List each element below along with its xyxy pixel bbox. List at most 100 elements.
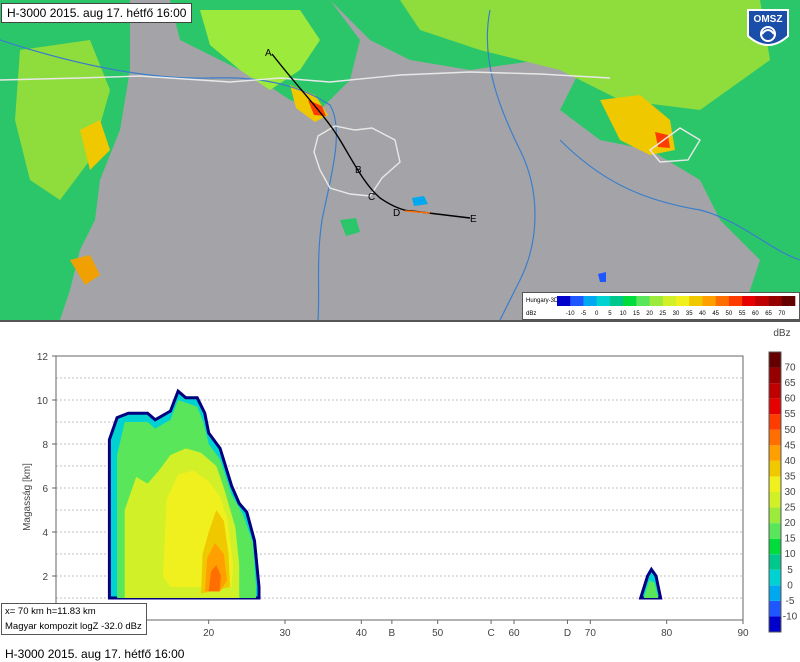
x-tick-label-5: 70 [585, 628, 597, 639]
colorbar-cell-0 [769, 569, 781, 586]
map-legend-tick-7: 25 [659, 311, 666, 317]
chart-gridlines [56, 377, 743, 599]
echo-area-east-storm [600, 95, 675, 155]
map-legend-ticks: -10 -5 0 5 10 15 20 25 30 35 40 45 50 55 60 65 70 [566, 311, 786, 317]
colorbar-cell-5 [769, 554, 781, 570]
y-tick-label-5: 12 [37, 352, 49, 363]
border-east [648, 127, 701, 163]
echo-area-cell-south [340, 218, 360, 236]
map-legend-cell-10 [689, 296, 703, 306]
colorbar-tick-0: 70 [784, 363, 796, 374]
omsz-logo: OMSZ [744, 6, 792, 54]
y-tick-label-1: 4 [42, 528, 48, 539]
map-legend-tick-15: 65 [765, 311, 772, 317]
map-legend-cell-3 [596, 296, 611, 306]
section-labels: A B C D E [265, 48, 477, 225]
colorbar-cell--10 [769, 600, 781, 617]
echo-area-west-south [70, 255, 100, 285]
map-legend-tick-5: 15 [633, 311, 640, 317]
colorbar-cell-60 [769, 383, 781, 399]
city-outline [313, 125, 401, 197]
colorbar-tick-12: 10 [784, 549, 796, 560]
colorbar-cell-55 [769, 398, 781, 415]
colorbar-tick-14: 0 [787, 580, 793, 591]
map-legend-cell-17 [781, 296, 796, 306]
colorbar-cell-65 [769, 367, 781, 384]
map-legend-cell-7 [649, 296, 664, 306]
colorbar-tick-8: 30 [784, 487, 796, 498]
map-legend-cells [557, 296, 796, 306]
x-axis-ticks: 20 30 40 50 60 70 80 90 [203, 620, 749, 639]
map-title: H-3000 2015. aug 17. hétfő 16:00 [1, 3, 193, 23]
x-tick-label-7: 90 [737, 628, 749, 639]
radar-map: A B C D E H-3000 2015. aug 17. hétfő 16:… [0, 0, 800, 320]
section-line-highlight [404, 210, 431, 214]
map-legend-cell-4 [609, 296, 624, 306]
section-label-b: B [355, 165, 362, 176]
readout-value: Magyar kompozit logZ -32.0 dBz [5, 621, 142, 632]
borders [0, 71, 701, 197]
colorbar-cell-35 [769, 460, 781, 477]
colorbar-cell-25 [769, 492, 781, 508]
colorbar-cell--15 [769, 616, 781, 632]
colorbar-tick-16: -10 [783, 611, 798, 622]
colorbar-tick-7: 35 [784, 471, 796, 482]
point-label-d: D [564, 628, 571, 639]
colorbar-cell--5 [769, 585, 781, 601]
colorbar-cell-40 [769, 445, 781, 461]
map-legend-cell-2 [583, 296, 597, 306]
echo-region-6 [208, 565, 221, 592]
x-tick-label-0: 20 [203, 628, 215, 639]
map-legend-tick-4: 10 [620, 311, 627, 317]
colorbar-tick-6: 40 [784, 456, 796, 467]
map-legend-unit: dBz [526, 311, 536, 317]
map-legend-cell-13 [728, 296, 743, 306]
colorbar-tick-15: -5 [786, 596, 795, 607]
map-legend-tick-9: 35 [686, 311, 693, 317]
colorbar-tick-1: 65 [784, 378, 796, 389]
map-legend-tick-11: 45 [712, 311, 719, 317]
colorbar-cell-30 [769, 476, 781, 492]
section-label-d: D [393, 208, 400, 219]
map-legend-tick-10: 40 [699, 311, 706, 317]
river-east [559, 139, 800, 261]
map-legend-cell-15 [755, 296, 769, 306]
omsz-logo-icon: OMSZ [747, 9, 789, 46]
colorbar-cell-15 [769, 523, 781, 539]
colorbar-cell-50 [769, 414, 781, 430]
echo-area-west-core [15, 40, 110, 200]
point-label-c: C [487, 628, 494, 639]
y-tick-label-2: 6 [42, 484, 48, 495]
river-danube [0, 39, 337, 320]
colorbar-cell-20 [769, 507, 781, 524]
colorbar-cell-45 [769, 429, 781, 446]
y-tick-label-4: 10 [37, 396, 49, 407]
map-legend-scale: Hungary-3D dBz -10 -5 0 5 10 15 20 25 30 35 40 45 50… [526, 296, 796, 317]
map-legend-cell-6 [636, 296, 650, 306]
echo-area-north-east-core [400, 0, 770, 110]
echo-area-north-band-core [200, 10, 320, 90]
x-tick-label-6: 80 [661, 628, 673, 639]
map-legend: Hungary-3D dBz -10 -5 0 5 10 15 20 25 30 35 40 45 50… [522, 292, 800, 320]
map-legend-cell-5 [623, 296, 637, 306]
map-legend-cell-12 [715, 296, 730, 306]
map-legend-cell-9 [676, 296, 690, 306]
colorbar-tick-9: 25 [784, 503, 796, 514]
section-line [271, 53, 471, 219]
map-legend-tick-3: 5 [608, 311, 612, 317]
cursor-readout: x= 70 km h=11.83 km Magyar kompozit logZ… [1, 603, 147, 635]
map-legend-cell-8 [662, 296, 677, 306]
radar-map-canvas: A B C D E [0, 0, 800, 320]
colorbar-cell-10 [769, 538, 781, 555]
section-label-a: A [265, 48, 272, 59]
map-legend-tick-6: 20 [646, 311, 653, 317]
echo-area-cell-d [412, 196, 428, 206]
map-legend-cell-0 [557, 296, 571, 306]
map-legend-tick-1: -5 [581, 311, 587, 317]
map-legend-tick-8: 30 [673, 311, 680, 317]
map-legend-cell-11 [702, 296, 716, 306]
cross-section-panel: Magasság [km] 2 4 6 8 10 12 20 30 40 50 60 70 80 90 … [0, 320, 800, 662]
y-axis-ticks: 2 4 6 8 10 12 [37, 352, 56, 583]
colorbar-tick-4: 50 [784, 425, 796, 436]
